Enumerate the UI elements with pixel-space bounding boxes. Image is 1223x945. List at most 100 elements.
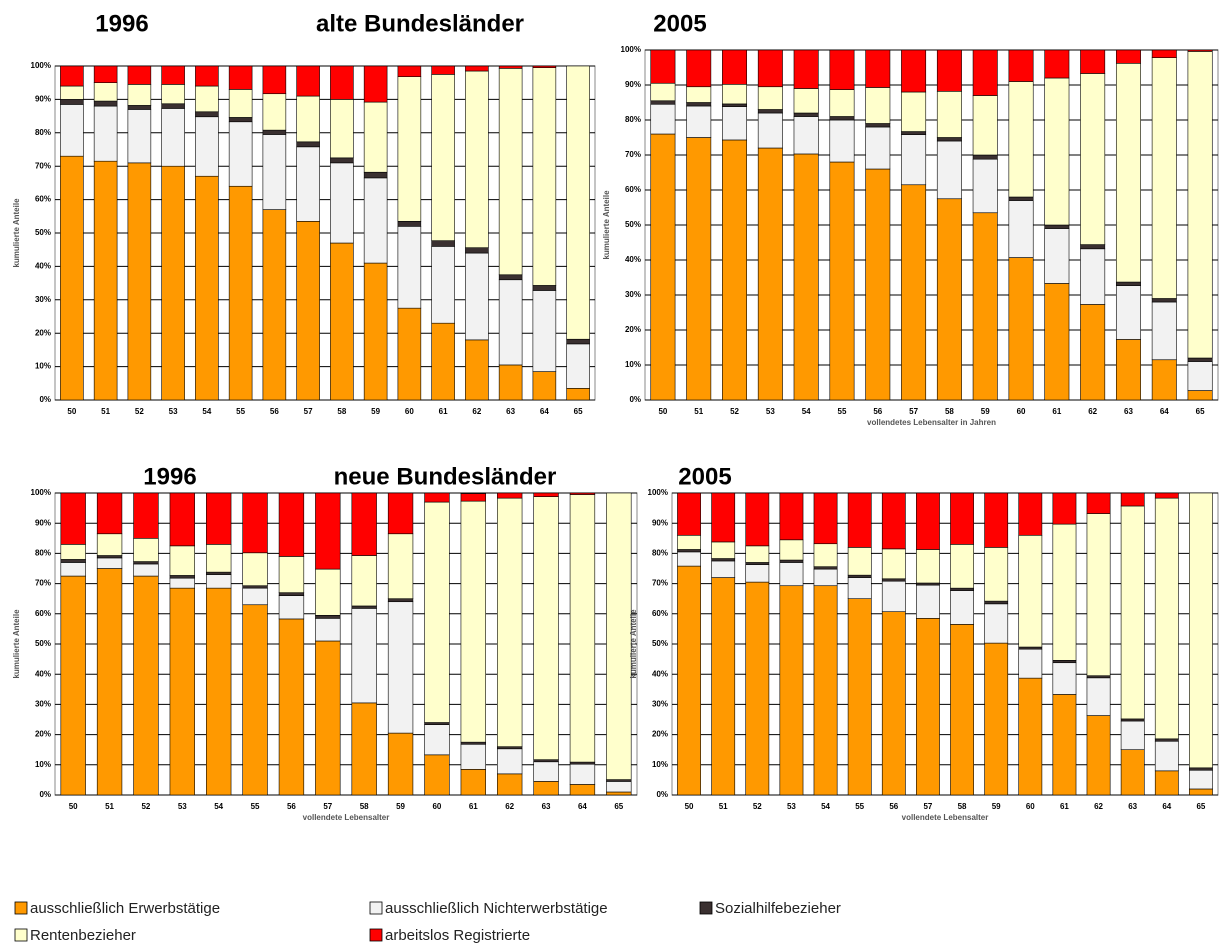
x-tick-label: 52: [135, 407, 144, 416]
bar-segment: [847, 574, 872, 578]
x-tick-label: 54: [802, 407, 811, 416]
bar-segment: [351, 702, 377, 796]
bar-segment: [397, 307, 422, 401]
y-tick-label: 30%: [625, 290, 641, 299]
bar-segment: [351, 492, 377, 556]
x-tick-label: 55: [855, 802, 864, 811]
bar-segment: [984, 547, 1009, 602]
bar-segment: [1008, 49, 1034, 82]
bar-segment: [228, 89, 253, 118]
bar-segment: [1189, 769, 1213, 790]
y-tick-label: 70%: [652, 579, 668, 588]
bar-segment: [424, 754, 450, 796]
y-tick-label: 20%: [35, 730, 51, 739]
x-axis-label: vollendete Lebensalter: [902, 813, 989, 822]
y-tick-label: 0%: [629, 395, 641, 404]
bar-segment: [757, 86, 783, 110]
bar-segment: [677, 549, 701, 553]
bar-segment: [793, 49, 819, 89]
bar-segment: [533, 761, 559, 782]
bar-segment: [779, 492, 804, 541]
x-tick-label: 62: [1094, 802, 1103, 811]
bar-segment: [465, 65, 489, 72]
bar-segment: [397, 226, 422, 309]
bar-segment: [96, 492, 123, 535]
bar-segment: [460, 493, 486, 502]
bar-segment: [330, 242, 354, 401]
bar-segment: [363, 65, 388, 103]
x-tick-label: 65: [574, 407, 583, 416]
bar-segment: [532, 285, 557, 291]
bar-segment: [127, 84, 152, 106]
bar-segment: [533, 496, 559, 760]
bar-segment: [351, 608, 377, 704]
bar-segment: [60, 544, 86, 560]
bar-segment: [881, 578, 906, 582]
y-tick-label: 60%: [35, 195, 51, 204]
x-tick-label: 61: [1060, 802, 1069, 811]
bar-segment: [865, 87, 891, 124]
bar-segment: [296, 65, 320, 97]
x-tick-label: 52: [753, 802, 762, 811]
chart-subtitle: alte Bundesländer: [316, 10, 524, 37]
bar-segment: [566, 388, 590, 401]
bar-segment: [96, 533, 123, 556]
x-tick-label: 56: [287, 802, 296, 811]
x-tick-label: 52: [141, 802, 150, 811]
bar-segment: [228, 121, 253, 187]
bar-segment: [1044, 49, 1070, 79]
bar-segment: [865, 126, 891, 170]
bar-segment: [60, 559, 86, 563]
x-axis-label: vollendete Lebensalter: [303, 813, 390, 822]
bar-segment: [901, 134, 927, 186]
bar-segment: [881, 492, 906, 550]
bar-segment: [1187, 361, 1213, 391]
bar-segment: [686, 137, 712, 401]
chart: 0% 10% 20% 30% 40% 50% 60% 70% 80% 90% 100% 50 51 52 5…: [602, 10, 1219, 427]
bar-segment: [916, 584, 940, 619]
bar-segment: [532, 290, 557, 372]
bar-segment: [950, 587, 974, 591]
x-tick-label: 57: [304, 407, 313, 416]
bar-segment: [60, 99, 84, 105]
bar-segment: [1115, 285, 1141, 340]
y-axis-label: kumulierte Anteile: [12, 198, 21, 268]
bar-segment: [497, 492, 523, 499]
chart-title: 1996: [143, 463, 196, 490]
bar-segment: [161, 84, 185, 105]
bar-segment: [606, 492, 632, 780]
bar-segment: [984, 492, 1009, 548]
bar-segment: [133, 563, 159, 577]
y-tick-label: 0%: [656, 790, 668, 799]
bar-segment: [93, 82, 118, 102]
bar-segment: [901, 184, 927, 401]
bar-segment: [1151, 49, 1177, 58]
x-tick-label: 60: [405, 407, 414, 416]
bar-segment: [315, 618, 341, 642]
bar-segment: [847, 598, 872, 796]
bar-segment: [569, 763, 596, 785]
bar-segment: [1052, 523, 1077, 661]
bar-segment: [1018, 648, 1043, 679]
bar-segment: [431, 246, 455, 324]
bar-segment: [262, 209, 287, 401]
legend-label: Sozialhilfebezieher: [715, 900, 841, 917]
bar-segment: [169, 492, 195, 547]
x-tick-label: 51: [101, 407, 110, 416]
bar-segment: [296, 146, 320, 222]
bar-segment: [424, 724, 450, 756]
x-tick-label: 65: [614, 802, 623, 811]
bar-segment: [779, 539, 804, 561]
y-tick-label: 70%: [35, 579, 51, 588]
bar-segment: [650, 49, 676, 84]
x-tick-label: 53: [169, 407, 178, 416]
bar-segment: [431, 74, 455, 241]
bar-segment: [1086, 675, 1111, 679]
y-tick-label: 100%: [31, 488, 51, 497]
bar-segment: [722, 49, 748, 85]
legend-swatch: [369, 928, 383, 942]
x-tick-label: 56: [270, 407, 279, 416]
bar-segment: [711, 558, 736, 562]
bar-segment: [757, 147, 783, 401]
y-tick-label: 50%: [35, 228, 51, 237]
